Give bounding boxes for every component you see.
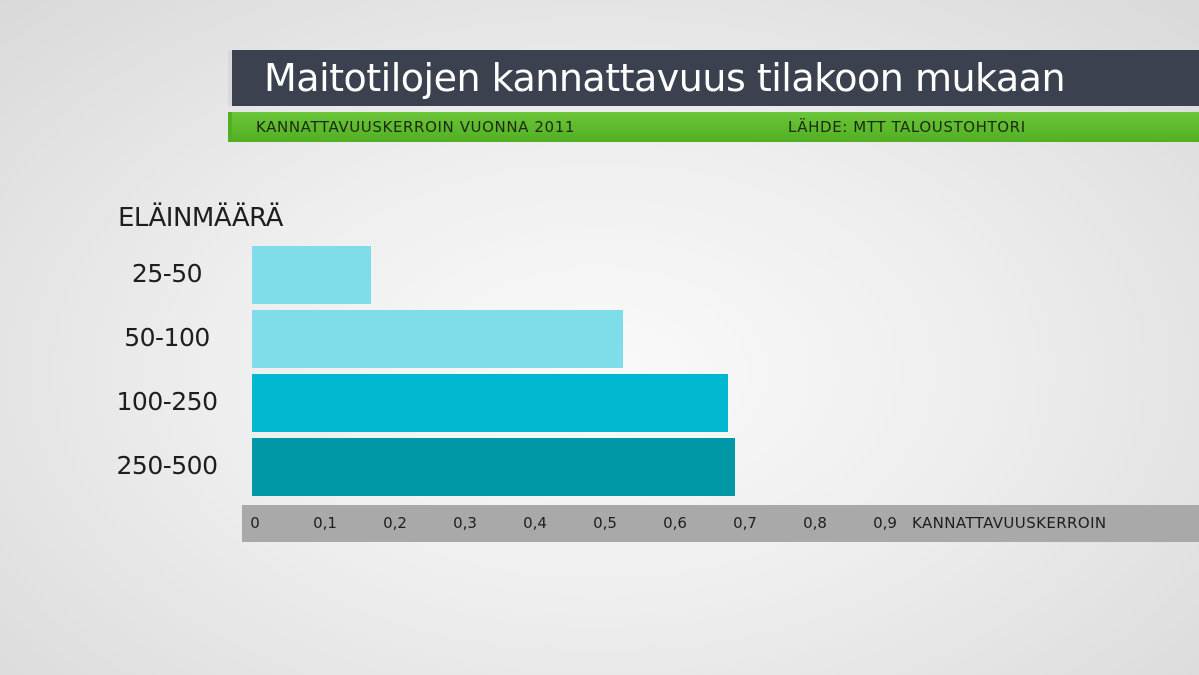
- category-label-100-250: 100-250: [116, 387, 218, 416]
- x-axis-bar: [242, 505, 1199, 542]
- bar-100-250: [252, 374, 728, 432]
- x-tick-label: 0,6: [663, 514, 687, 532]
- x-tick-label: 0,3: [453, 514, 477, 532]
- x-tick-label: 0,1: [313, 514, 337, 532]
- x-axis-label: KANNATTAVUUSKERROIN: [912, 514, 1107, 532]
- category-label-25-50: 25-50: [131, 259, 203, 288]
- x-tick-label: 0,8: [803, 514, 827, 532]
- x-tick-label: 0,7: [733, 514, 757, 532]
- subtitle-bar: KANNATTAVUUSKERROIN VUONNA 2011 LÄHDE: M…: [232, 112, 1199, 142]
- x-tick-label: 0,2: [383, 514, 407, 532]
- bar-250-500: [252, 438, 735, 496]
- x-tick-label: 0: [250, 514, 260, 532]
- y-axis-label: ELÄINMÄÄRÄ: [118, 203, 283, 233]
- bar-25-50: [252, 246, 371, 304]
- category-label-250-500: 250-500: [116, 451, 218, 480]
- chart-source: LÄHDE: MTT TALOUSTOHTORI: [788, 118, 1026, 136]
- bar-50-100: [252, 310, 623, 368]
- title-bar: Maitotilojen kannattavuus tilakoon mukaa…: [228, 50, 1199, 106]
- x-tick-label: 0,9: [873, 514, 897, 532]
- x-tick-label: 0,4: [523, 514, 547, 532]
- chart-subtitle: KANNATTAVUUSKERROIN VUONNA 2011: [256, 118, 575, 136]
- x-tick-label: 0,5: [593, 514, 617, 532]
- category-label-50-100: 50-100: [124, 323, 210, 352]
- chart-title: Maitotilojen kannattavuus tilakoon mukaa…: [264, 56, 1066, 100]
